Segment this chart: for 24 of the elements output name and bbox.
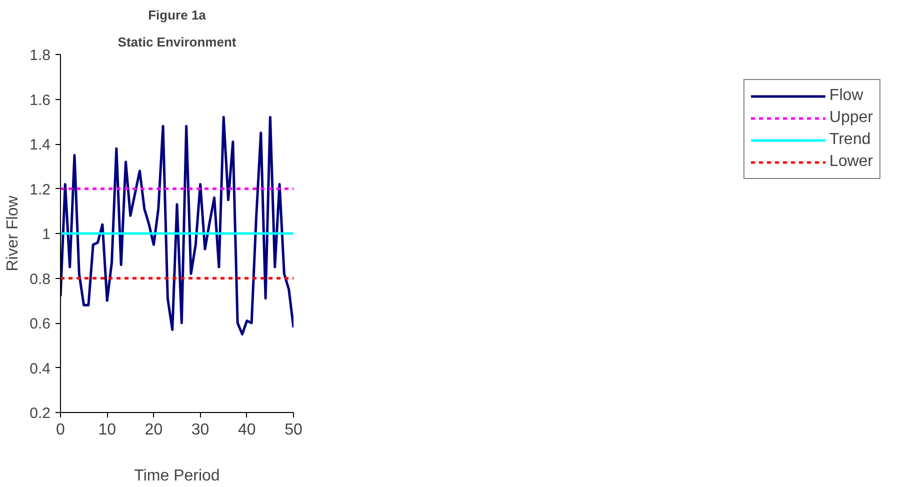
chart-subtitle: Static Environment (118, 34, 237, 50)
line-series (60, 116, 294, 336)
y-tick-label: 0.6 (30, 316, 51, 332)
y-tick-label: 1.4 (30, 136, 51, 154)
y-tick-label: 1.2 (30, 181, 51, 198)
y-tick-label: 0.8 (30, 270, 51, 288)
legend-label: Upper (829, 109, 873, 127)
x-tick-label: 10 (98, 422, 116, 438)
x-axis-title: Time Period (134, 468, 220, 484)
y-axis-title: River Flow (4, 195, 22, 272)
x-tick-label: 20 (144, 422, 163, 438)
y-tick-label: 1 (42, 226, 50, 243)
y-tick-label: 1.8 (30, 47, 51, 64)
legend-label: Lower (829, 153, 873, 171)
y-tick-label: 0.4 (30, 360, 51, 378)
x-tick-label: 30 (191, 422, 210, 438)
legend-label: Trend (829, 131, 871, 149)
x-tick-label: 0 (56, 422, 66, 438)
x-tick-label: 40 (238, 422, 256, 438)
legend-label: Flow (829, 87, 864, 105)
y-tick-label: 1.6 (30, 92, 51, 109)
chart-title: Figure 1a (148, 8, 207, 22)
y-tick-label: 0.2 (30, 405, 51, 422)
x-tick-label: 50 (284, 422, 302, 438)
